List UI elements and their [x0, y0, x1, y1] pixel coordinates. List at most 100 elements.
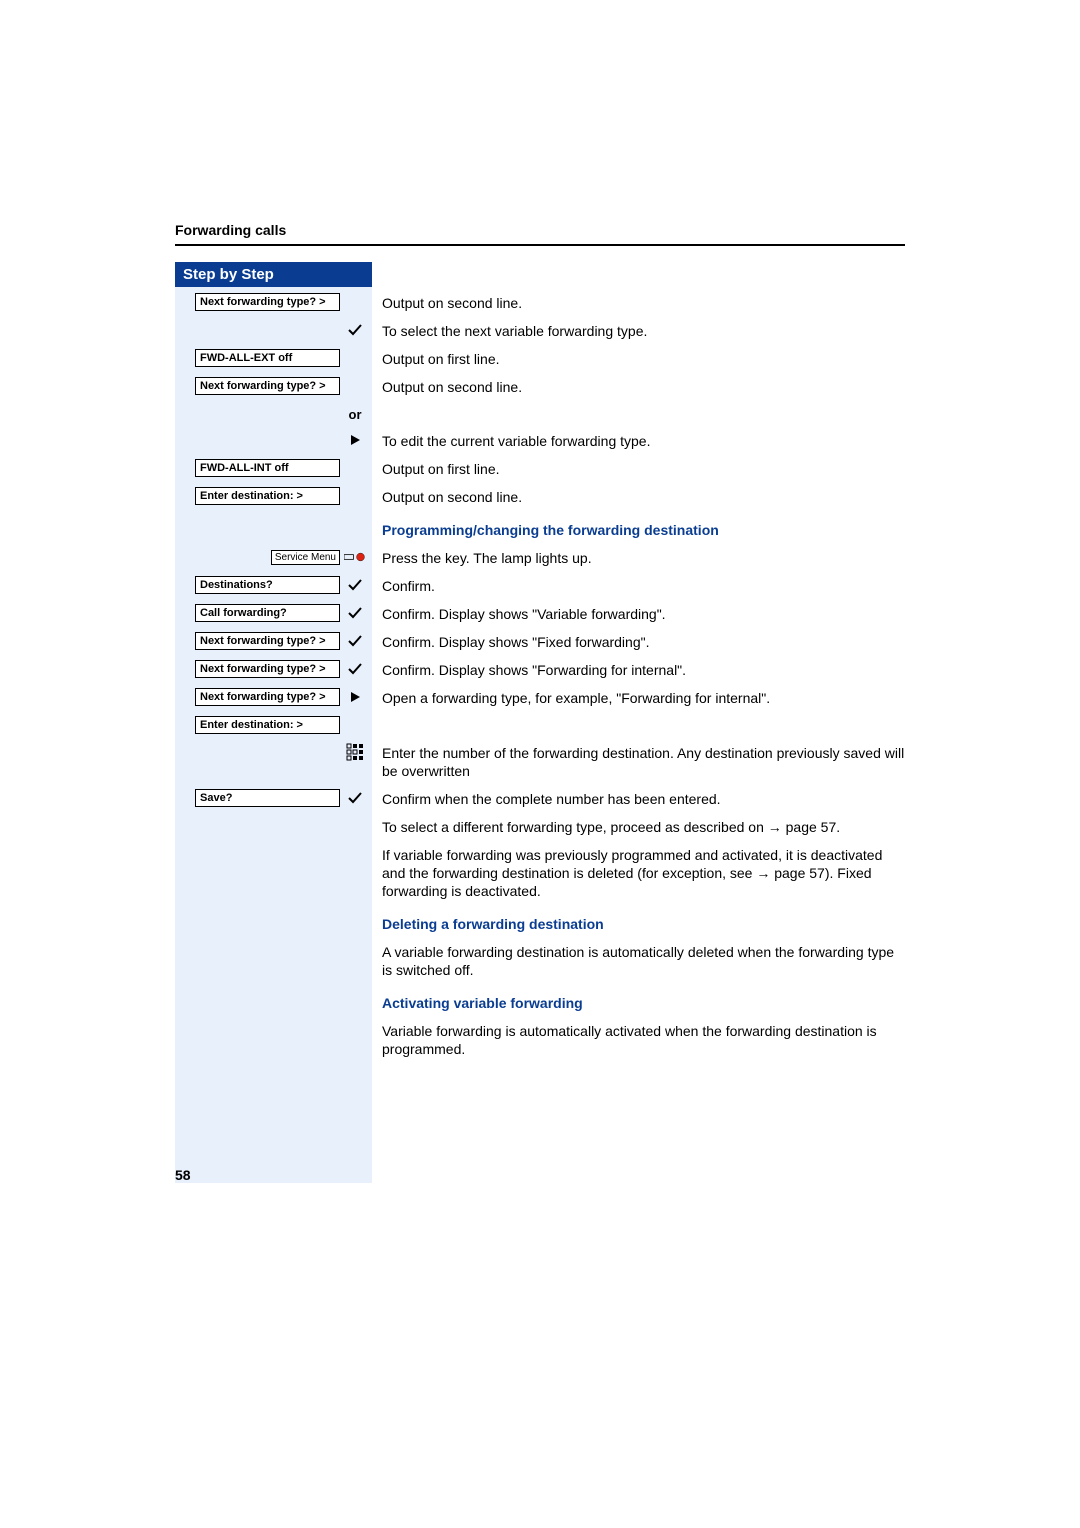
left-column: or	[175, 405, 372, 423]
left-column	[175, 520, 372, 538]
instruction-text	[372, 716, 905, 717]
left-column: Destinations?	[175, 576, 372, 594]
display-option-box: Next forwarding type? >	[195, 377, 340, 395]
subsection-heading: Programming/changing the forwarding dest…	[372, 520, 905, 539]
instruction-text	[372, 405, 905, 406]
instruction-row: Next forwarding type? >Confirm. Display …	[175, 660, 905, 679]
subsection-heading: Activating variable forwarding	[372, 993, 905, 1012]
left-column: Next forwarding type? >	[175, 632, 372, 650]
step-by-step-bar: Step by Step	[175, 262, 372, 287]
display-option-box: Next forwarding type? >	[195, 660, 340, 678]
display-option-box: Call forwarding?	[195, 604, 340, 622]
lamp-icon	[344, 550, 366, 564]
display-option-box: Next forwarding type? >	[195, 293, 340, 311]
instruction-rows: Next forwarding type? > Output on second …	[175, 293, 905, 1067]
left-column	[175, 431, 372, 449]
left-column	[175, 1021, 372, 1039]
left-column	[175, 845, 372, 863]
display-option-box: Next forwarding type? >	[195, 688, 340, 706]
left-column: Enter destination: >	[175, 487, 372, 505]
keypad-icon	[346, 743, 364, 763]
instruction-text: To select a different forwarding type, p…	[372, 817, 905, 836]
display-option-box: Next forwarding type? >	[195, 632, 340, 650]
manual-page: Forwarding calls Step by Step Next forwa…	[0, 0, 1080, 1528]
left-column: FWD-ALL-EXT off	[175, 349, 372, 367]
row-icon-slot	[344, 690, 366, 704]
instruction-row: Next forwarding type? > Output on second …	[175, 293, 905, 312]
check-icon	[347, 605, 363, 621]
instruction-row: Save? Confirm when the complete number ha…	[175, 789, 905, 808]
instruction-row: FWD-ALL-EXT off Output on first line.	[175, 349, 905, 368]
row-icon-slot	[344, 633, 366, 649]
instruction-row: Call forwarding? Confirm. Display shows "…	[175, 604, 905, 623]
play-icon	[348, 690, 362, 704]
instruction-row: or	[175, 405, 905, 423]
instruction-row: Enter destination: >	[175, 716, 905, 734]
instruction-row: Next forwarding type? > Confirm. Display …	[175, 632, 905, 651]
row-icon-slot	[344, 550, 366, 564]
row-icon-slot	[344, 661, 366, 677]
instruction-row: Service Menu Press the key. The lamp ligh…	[175, 548, 905, 567]
left-column	[175, 743, 372, 763]
display-option-box: FWD-ALL-EXT off	[195, 349, 340, 367]
instruction-text: Output on first line.	[372, 349, 905, 368]
row-icon-slot: or	[344, 407, 366, 422]
instruction-text: Confirm. Display shows "Fixed forwarding…	[372, 632, 905, 651]
instruction-text: Output on second line.	[372, 487, 905, 506]
instruction-row: Deleting a forwarding destination	[175, 914, 905, 933]
instruction-text: Variable forwarding is automatically act…	[372, 1021, 905, 1058]
instruction-row: To edit the current variable forwarding …	[175, 431, 905, 450]
left-column: Next forwarding type? >	[175, 293, 372, 311]
display-option-box: FWD-ALL-INT off	[195, 459, 340, 477]
left-column: Next forwarding type? >	[175, 377, 372, 395]
row-icon-slot	[344, 577, 366, 593]
instruction-row: Destinations?Confirm.	[175, 576, 905, 595]
left-column	[175, 914, 372, 932]
instruction-row: Programming/changing the forwarding dest…	[175, 520, 905, 539]
header-rule	[175, 244, 905, 246]
instruction-text: Output on second line.	[372, 293, 905, 312]
left-column	[175, 321, 372, 339]
check-icon	[347, 790, 363, 806]
check-icon	[347, 322, 363, 338]
instruction-text: A variable forwarding destination is aut…	[372, 942, 905, 979]
instruction-text: Confirm. Display shows "Variable forward…	[372, 604, 905, 623]
instruction-row: A variable forwarding destination is aut…	[175, 942, 905, 979]
instruction-text: Output on first line.	[372, 459, 905, 478]
row-icon-slot	[344, 790, 366, 806]
check-icon	[347, 633, 363, 649]
instruction-row: Next forwarding type? > Open a forwarding…	[175, 688, 905, 707]
instruction-row: To select a different forwarding type, p…	[175, 817, 905, 836]
left-column: Next forwarding type? >	[175, 660, 372, 678]
instruction-row: Next forwarding type? > Output on second …	[175, 377, 905, 396]
row-icon-slot	[344, 605, 366, 621]
instruction-text: Output on second line.	[372, 377, 905, 396]
service-menu-key: Service Menu	[271, 550, 340, 565]
subsection-heading: Deleting a forwarding destination	[372, 914, 905, 933]
instruction-row: Enter the number of the forwarding desti…	[175, 743, 905, 780]
display-option-box: Enter destination: >	[195, 716, 340, 734]
left-column: Next forwarding type? >	[175, 688, 372, 706]
display-option-box: Enter destination: >	[195, 487, 340, 505]
check-icon	[347, 661, 363, 677]
instruction-text: Confirm when the complete number has bee…	[372, 789, 905, 808]
display-option-box: Save?	[195, 789, 340, 807]
instruction-text: If variable forwarding was previously pr…	[372, 845, 905, 900]
instruction-row: Activating variable forwarding	[175, 993, 905, 1012]
instruction-text: To select the next variable forwarding t…	[372, 321, 905, 340]
instruction-text: Open a forwarding type, for example, "Fo…	[372, 688, 905, 707]
row-icon-slot	[344, 433, 366, 447]
left-column	[175, 993, 372, 1011]
instruction-row: To select the next variable forwarding t…	[175, 321, 905, 340]
instruction-text: Enter the number of the forwarding desti…	[372, 743, 905, 780]
instruction-row: FWD-ALL-INT off Output on first line.	[175, 459, 905, 478]
row-icon-slot	[344, 322, 366, 338]
or-label: or	[349, 407, 362, 422]
left-column: Save?	[175, 789, 372, 807]
section-header: Forwarding calls	[175, 222, 286, 238]
left-column: Service Menu	[175, 548, 372, 566]
left-column: FWD-ALL-INT off	[175, 459, 372, 477]
check-icon	[347, 577, 363, 593]
instruction-text: Press the key. The lamp lights up.	[372, 548, 905, 567]
instruction-text: Confirm.	[372, 576, 905, 595]
